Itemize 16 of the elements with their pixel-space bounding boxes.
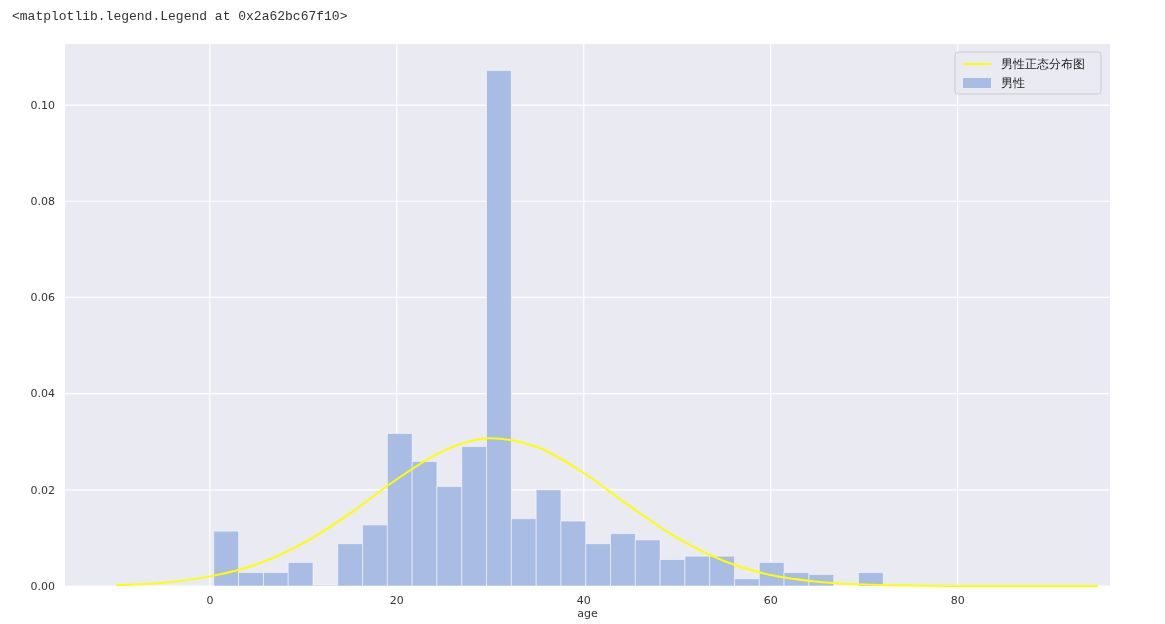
x-tick-label: 40 <box>576 594 591 607</box>
legend-label: 男性 <box>1001 76 1025 91</box>
x-tick-label: 60 <box>763 594 778 607</box>
legend-label: 男性正态分布图 <box>1001 57 1085 72</box>
y-tick-label: 0.04 <box>30 387 55 401</box>
y-tick-label: 0.08 <box>30 195 55 209</box>
x-axis-title: age <box>577 607 598 620</box>
y-tick-label: 0.00 <box>30 579 55 593</box>
text: <matplotlib.legend.Legend at 0x2a62bc67f10> <box>12 9 348 24</box>
y-tick-label: 0.06 <box>30 291 55 305</box>
x-tick-label: 80 <box>950 594 965 607</box>
y-tick-label: 0.10 <box>30 98 55 112</box>
y-tick-label: 0.02 <box>30 483 55 497</box>
x-tick-label: 20 <box>389 594 404 607</box>
x-tick-label: 0 <box>206 594 214 607</box>
line-series <box>115 437 1099 587</box>
